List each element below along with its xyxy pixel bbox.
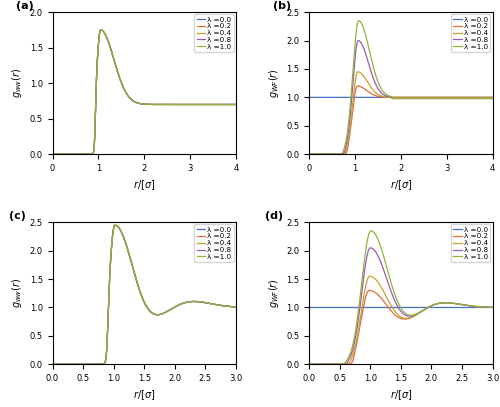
Text: (d): (d) xyxy=(265,212,283,221)
Y-axis label: $g_{WF}(r)$: $g_{WF}(r)$ xyxy=(267,278,281,308)
Legend: λ =0.0, λ =0.2, λ =0.4, λ =0.8, λ =1.0: λ =0.0, λ =0.2, λ =0.4, λ =0.8, λ =1.0 xyxy=(451,14,490,52)
Legend: λ =0.0, λ =0.2, λ =0.4, λ =0.8, λ =1.0: λ =0.0, λ =0.2, λ =0.4, λ =0.8, λ =1.0 xyxy=(194,14,234,52)
Legend: λ =0.0, λ =0.2, λ =0.4, λ =0.8, λ =1.0: λ =0.0, λ =0.2, λ =0.4, λ =0.8, λ =1.0 xyxy=(194,225,234,262)
X-axis label: $r/[\sigma]$: $r/[\sigma]$ xyxy=(133,389,156,403)
Y-axis label: $g_{WF}(r)$: $g_{WF}(r)$ xyxy=(267,68,281,98)
Text: (b): (b) xyxy=(272,1,290,11)
X-axis label: $r/[\sigma]$: $r/[\sigma]$ xyxy=(133,178,156,192)
X-axis label: $r/[\sigma]$: $r/[\sigma]$ xyxy=(390,389,412,403)
Y-axis label: $g_{ww}(r)$: $g_{ww}(r)$ xyxy=(10,68,24,98)
Text: (a): (a) xyxy=(16,1,34,11)
X-axis label: $r/[\sigma]$: $r/[\sigma]$ xyxy=(390,178,412,192)
Legend: λ =0.0, λ =0.2, λ =0.4, λ =0.8, λ =1.0: λ =0.0, λ =0.2, λ =0.4, λ =0.8, λ =1.0 xyxy=(451,225,490,262)
Y-axis label: $g_{ww}(r)$: $g_{ww}(r)$ xyxy=(10,278,24,309)
Text: (c): (c) xyxy=(8,212,25,221)
